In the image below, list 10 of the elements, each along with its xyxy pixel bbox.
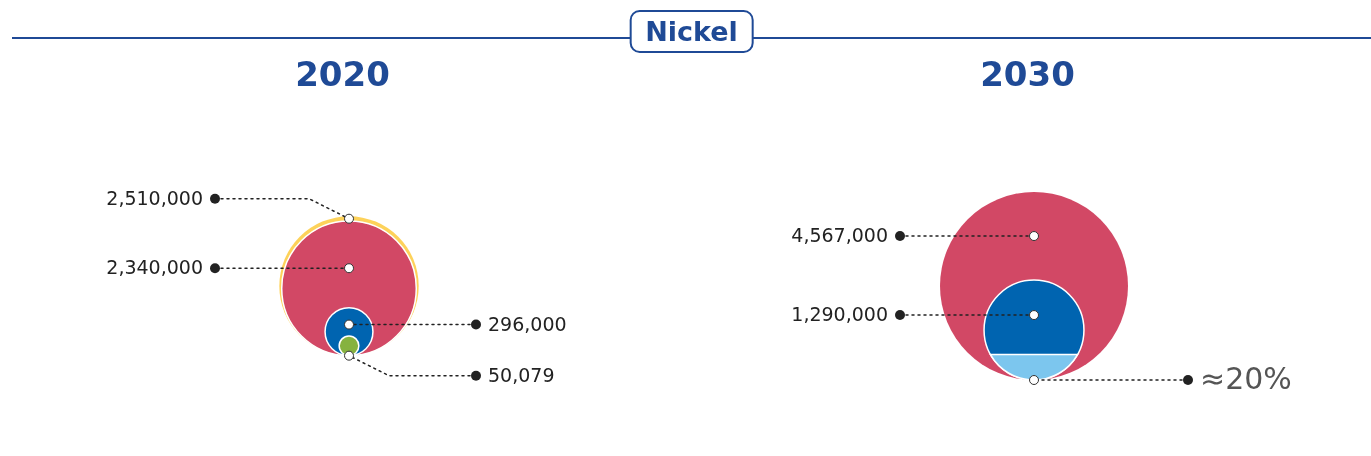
- data-label: ≈20%: [1200, 360, 1292, 396]
- data-label: 2,510,000: [106, 186, 203, 209]
- text: 2020: [294, 54, 391, 94]
- data-label: 1,290,000: [791, 302, 888, 325]
- data-label: 296,000: [488, 312, 567, 335]
- data-label: 4,567,000: [791, 223, 888, 246]
- text: 2030: [979, 54, 1076, 94]
- text: Nickel: [629, 10, 754, 53]
- data-label: 2,340,000: [106, 256, 203, 279]
- data-label: 50,079: [488, 363, 555, 386]
